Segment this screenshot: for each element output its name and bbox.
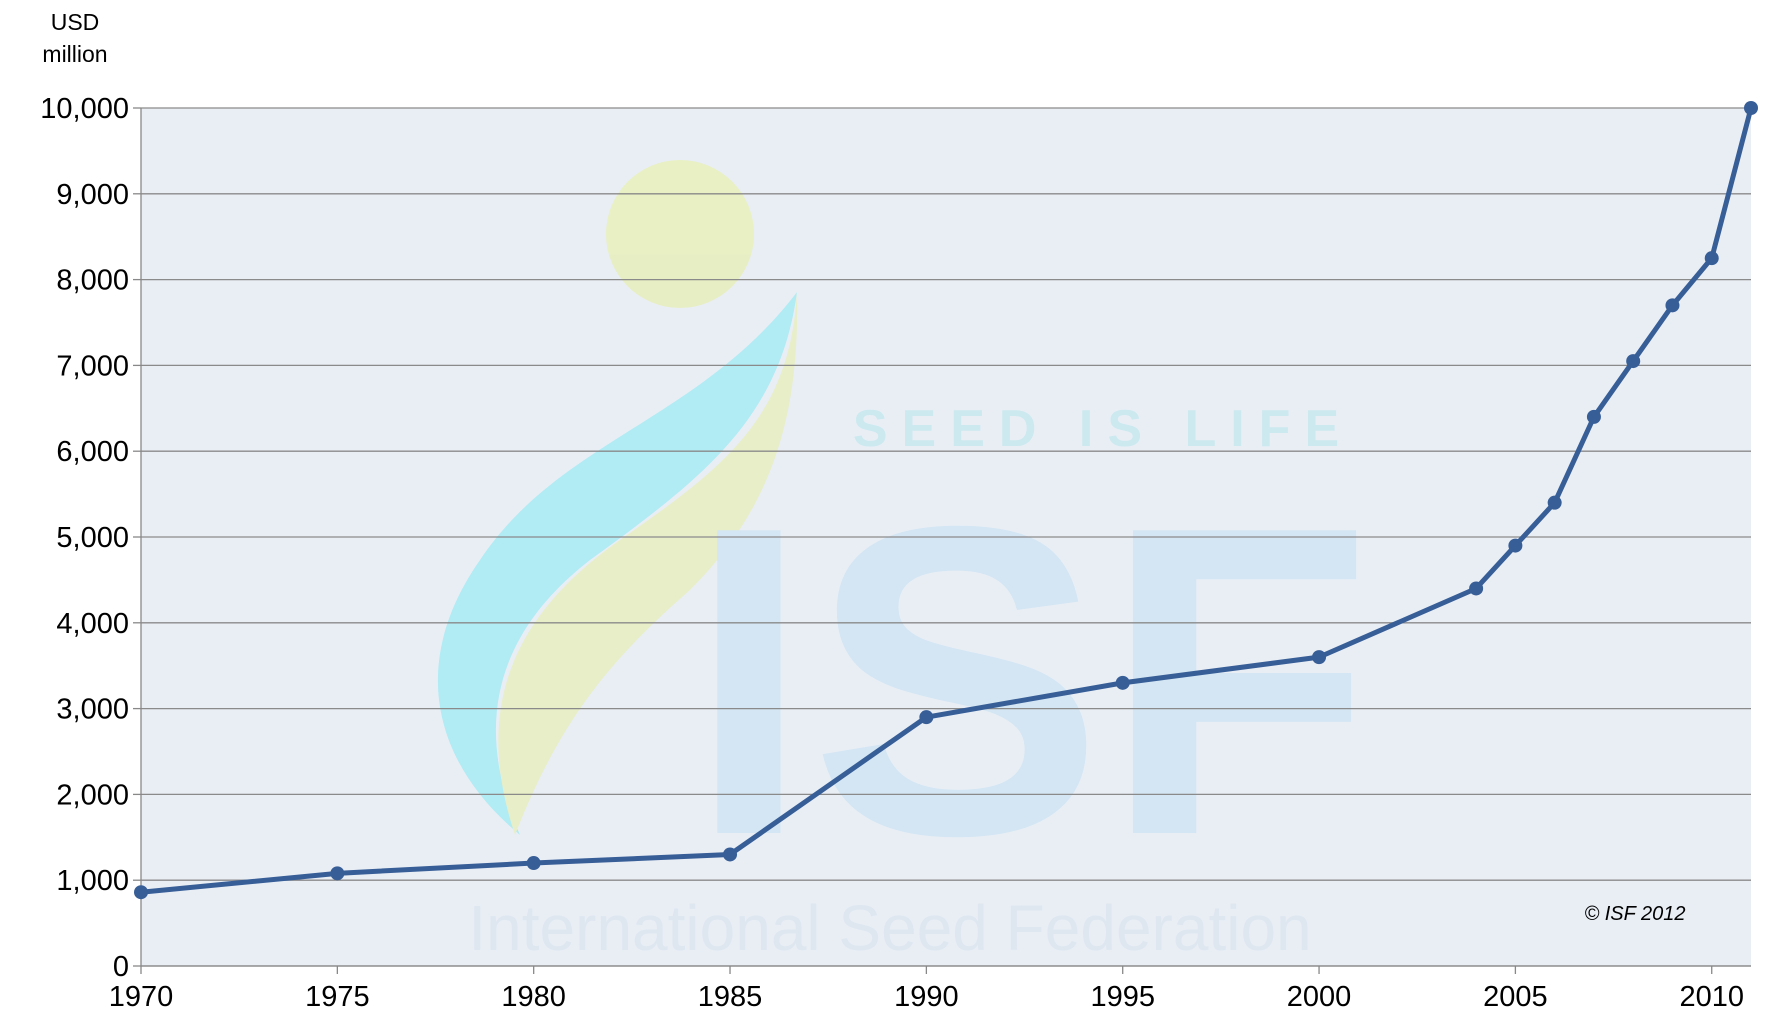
data-point <box>330 866 344 880</box>
data-point <box>527 856 541 870</box>
y-tick-label: 10,000 <box>40 93 129 125</box>
data-point <box>1626 354 1640 368</box>
y-tick-label: 1,000 <box>56 865 129 897</box>
y-tick-label: 5,000 <box>56 522 129 554</box>
x-tick-label: 2005 <box>1483 981 1548 1013</box>
y-tick-label: 2,000 <box>56 779 129 811</box>
data-point <box>1469 581 1483 595</box>
y-tick-label: 4,000 <box>56 608 129 640</box>
page: {"chart_data": {"type": "line", "y_label… <box>0 0 1765 1024</box>
y-tick-label: 3,000 <box>56 694 129 726</box>
annotation: © ISF 2012 <box>1584 903 1685 925</box>
x-tick-label: 1995 <box>1090 981 1155 1013</box>
x-tick-label: 2010 <box>1679 981 1744 1013</box>
x-tick-label: 1990 <box>894 981 959 1013</box>
data-point <box>723 847 737 861</box>
data-point <box>1587 410 1601 424</box>
data-point <box>1508 539 1522 553</box>
y-tick-label: 0 <box>113 951 129 983</box>
y-tick-label: 6,000 <box>56 436 129 468</box>
x-tick-label: 1980 <box>501 981 566 1013</box>
data-point <box>1116 676 1130 690</box>
data-point <box>1312 650 1326 664</box>
x-tick-label: 1970 <box>109 981 174 1013</box>
y-axis-label: USD million <box>20 6 130 70</box>
logo-sun <box>606 160 754 308</box>
data-point <box>1705 251 1719 265</box>
data-point <box>1744 101 1758 115</box>
watermark-logo: ISF <box>688 436 1373 927</box>
x-tick-label: 2000 <box>1287 981 1352 1013</box>
y-axis-label-box: USD million <box>20 6 130 76</box>
watermark-name: International Seed Federation <box>468 892 1311 964</box>
data-point <box>919 710 933 724</box>
x-tick-label: 1985 <box>698 981 763 1013</box>
y-tick-label: 9,000 <box>56 179 129 211</box>
data-point <box>134 885 148 899</box>
y-tick-label: 8,000 <box>56 265 129 297</box>
data-point <box>1548 496 1562 510</box>
y-tick-label: 7,000 <box>56 350 129 382</box>
data-point <box>1665 298 1679 312</box>
x-tick-label: 1975 <box>305 981 370 1013</box>
chart: SEED IS LIFE ISF International Seed Fede… <box>0 0 1765 1024</box>
